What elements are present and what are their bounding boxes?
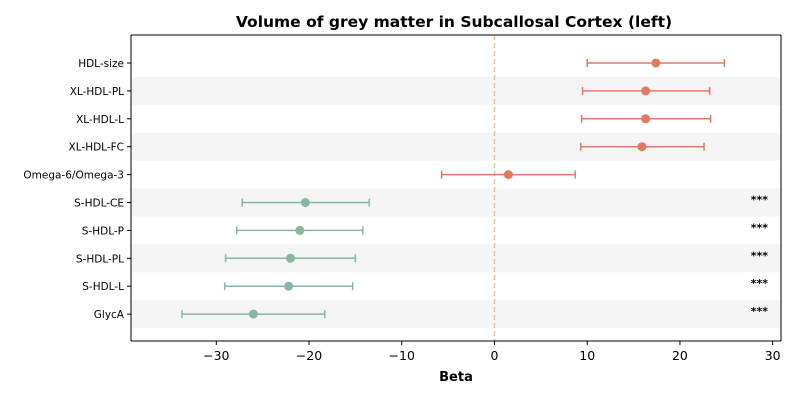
row-bands — [131, 76, 781, 329]
significance-label: *** — [751, 305, 769, 318]
y-tick-label: XL-HDL-PL — [70, 86, 124, 98]
y-tick-label: HDL-size — [78, 58, 124, 70]
point-estimate — [641, 114, 651, 124]
x-tick-label: −10 — [389, 348, 415, 363]
y-tick-label: S-HDL-P — [82, 225, 124, 237]
significance-label: *** — [751, 277, 769, 290]
point-estimate — [285, 253, 295, 263]
x-tick-label: 10 — [579, 348, 595, 363]
estimate-row — [223, 281, 354, 291]
y-tick-label: S-HDL-L — [82, 281, 124, 293]
x-tick-label: 20 — [672, 348, 688, 363]
y-tick-label: Omega-6/Omega-3 — [23, 170, 124, 182]
data-rows — [181, 58, 726, 319]
y-tick-label: XL-HDL-FC — [69, 142, 124, 154]
significance-label: *** — [751, 221, 769, 234]
estimate-row — [579, 142, 705, 152]
y-tick-label: S-HDL-PL — [76, 253, 124, 265]
significance-label: *** — [751, 249, 769, 262]
axes — [130, 34, 782, 342]
significance-label: *** — [751, 194, 769, 207]
point-estimate — [641, 86, 651, 96]
estimate-row — [440, 170, 576, 180]
estimate-row — [224, 253, 357, 263]
y-tick-labels: HDL-size XL-HDL-PL XL-HDL-L XL-HDL-FC Omega-… — [23, 58, 131, 321]
point-estimate — [295, 225, 305, 235]
x-tick-label: −20 — [296, 348, 322, 363]
point-estimate — [284, 281, 294, 291]
x-tick-label: 0 — [491, 348, 499, 363]
point-estimate — [503, 170, 513, 180]
estimate-row — [586, 58, 726, 68]
row-band — [131, 188, 781, 217]
x-axis-label: Beta — [439, 370, 473, 385]
estimate-row — [241, 198, 371, 207]
point-estimate — [248, 309, 258, 319]
x-ticks: −30 −20 −10 0 10 20 30 — [203, 341, 781, 363]
estimate-row — [580, 114, 712, 124]
x-tick-label: −30 — [203, 348, 229, 363]
estimate-row — [181, 309, 326, 319]
y-tick-label: GlycA — [94, 309, 125, 321]
y-tick-label: XL-HDL-L — [76, 114, 124, 126]
point-estimate — [300, 198, 310, 207]
estimate-row — [581, 86, 711, 96]
point-estimate — [651, 58, 661, 68]
chart-title: Volume of grey matter in Subcallosal Cor… — [236, 13, 672, 31]
point-estimate — [637, 142, 647, 152]
estimate-row — [235, 225, 364, 235]
x-tick-label: 30 — [765, 348, 781, 363]
significance-markers: *** *** *** *** *** — [751, 194, 769, 319]
y-tick-label: S-HDL-CE — [74, 198, 124, 210]
